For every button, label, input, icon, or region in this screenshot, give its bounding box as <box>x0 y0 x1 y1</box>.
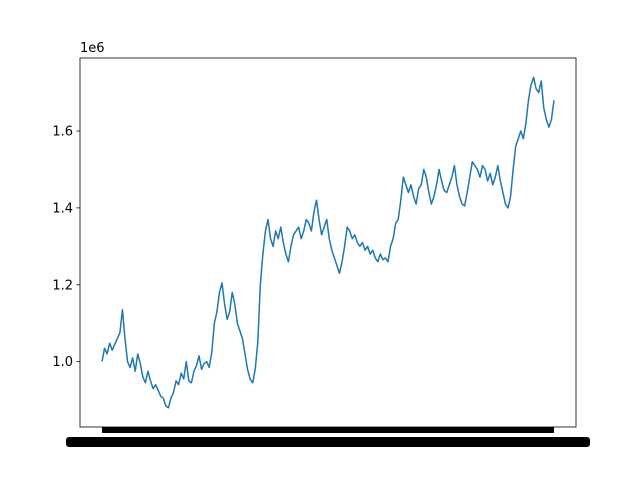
x-tick-labels-overlapping <box>66 437 590 447</box>
y-tick-label: 1.6 <box>52 125 73 140</box>
plot-frame <box>79 57 577 428</box>
series-line <box>101 76 555 409</box>
y-offset-label: 1e6 <box>80 41 105 56</box>
x-axis-ticks <box>66 427 590 447</box>
y-tick-label: 1.2 <box>52 278 73 293</box>
y-tick-label: 1.4 <box>52 201 73 216</box>
x-tick-marks-dense <box>102 427 554 433</box>
y-axis-ticks: 1.0 1.2 1.4 1.6 <box>52 125 80 370</box>
y-tick-label: 1.0 <box>52 355 73 370</box>
plot-area <box>80 58 576 427</box>
